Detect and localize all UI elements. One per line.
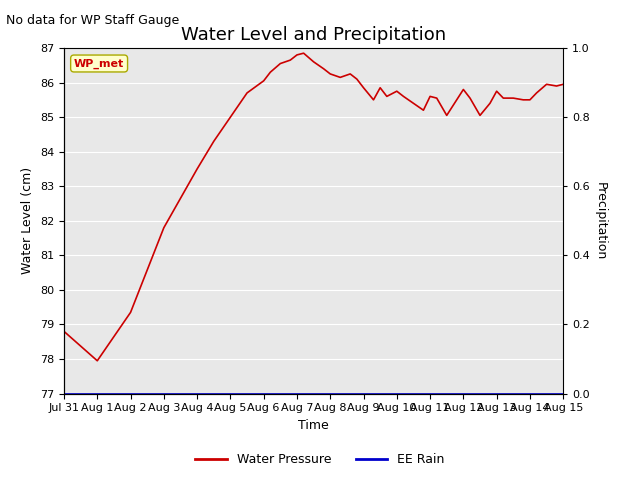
Text: WP_met: WP_met [74, 59, 124, 69]
X-axis label: Time: Time [298, 419, 329, 432]
Y-axis label: Water Level (cm): Water Level (cm) [22, 167, 35, 275]
Text: No data for WP Staff Gauge: No data for WP Staff Gauge [6, 14, 180, 27]
Y-axis label: Precipitation: Precipitation [594, 181, 607, 260]
Legend: Water Pressure, EE Rain: Water Pressure, EE Rain [190, 448, 450, 471]
Title: Water Level and Precipitation: Water Level and Precipitation [181, 25, 446, 44]
